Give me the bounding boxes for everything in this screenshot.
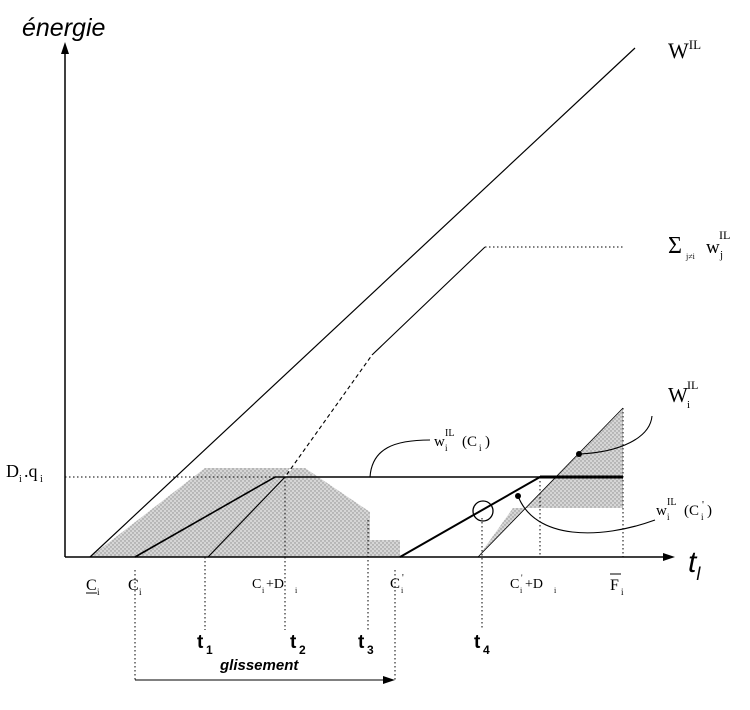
svg-text:w: w	[434, 434, 445, 450]
label-W-total: WIL	[668, 37, 701, 63]
svg-text:1: 1	[206, 643, 213, 657]
tick-C-prime-plus-D: C i ' +D i	[510, 573, 557, 595]
svg-text:': '	[521, 573, 523, 583]
svg-text:j: j	[719, 249, 723, 261]
svg-text:i: i	[667, 512, 670, 522]
svg-text:4: 4	[483, 643, 490, 657]
svg-text:.q: .q	[24, 461, 38, 481]
svg-text:i: i	[19, 474, 22, 485]
svg-text:i: i	[687, 399, 690, 411]
svg-text:IL: IL	[667, 497, 676, 508]
glissement-label: glissement	[219, 657, 299, 674]
svg-text:i: i	[554, 586, 557, 595]
x-axis-label: tl	[688, 546, 701, 584]
svg-text:t: t	[197, 632, 204, 653]
svg-text:C: C	[510, 577, 519, 592]
svg-text:IL: IL	[719, 228, 730, 242]
svg-text:i: i	[295, 586, 298, 595]
svg-text:IL: IL	[445, 428, 454, 439]
label-w-i-Ci: w i IL (C i )	[434, 428, 490, 453]
shaded-region-left	[90, 468, 400, 557]
svg-text:i: i	[520, 586, 523, 595]
svg-text:2: 2	[299, 643, 306, 657]
svg-text:i: i	[262, 586, 265, 595]
tick-dotted-lines	[134, 408, 624, 680]
svg-text:i: i	[701, 512, 704, 522]
svg-text:C: C	[86, 577, 97, 594]
svg-text:t: t	[358, 632, 365, 653]
svg-text:': '	[702, 499, 704, 511]
svg-text:i: i	[479, 443, 482, 453]
svg-text:3: 3	[367, 643, 374, 657]
label-sum-others: Σ j≠i w j IL	[668, 228, 730, 261]
tick-C: C i	[128, 577, 142, 597]
tick-C-plus-D: C i +D i	[252, 577, 298, 595]
svg-text:(C: (C	[462, 434, 477, 450]
label-w-i-Ci-prime: w i IL (C i ' )	[656, 497, 712, 522]
svg-text:+D: +D	[525, 577, 543, 592]
svg-text:j≠i: j≠i	[685, 252, 696, 261]
callout-w-i-Ci	[369, 439, 431, 478]
callout-W-i-dot	[576, 451, 582, 457]
svg-text:t: t	[474, 632, 481, 653]
label-W-i: W i IL	[668, 378, 698, 411]
svg-text:t: t	[290, 632, 297, 653]
svg-text:i: i	[401, 586, 404, 595]
sum-others-line	[207, 246, 486, 558]
w-i-Ci-line	[134, 476, 623, 558]
y-axis-arrow	[61, 42, 69, 54]
svg-text:w: w	[706, 237, 720, 258]
tick-C-under: C i	[86, 577, 100, 597]
svg-text:C: C	[252, 577, 261, 592]
svg-text:i: i	[139, 587, 142, 597]
svg-text:': '	[402, 573, 404, 584]
svg-text:i: i	[97, 587, 100, 597]
svg-text:): )	[485, 434, 490, 450]
svg-text:IL: IL	[687, 378, 698, 392]
tick-F-bar: F i	[610, 573, 624, 597]
svg-text:W: W	[668, 383, 688, 407]
svg-text:(C: (C	[684, 503, 699, 519]
svg-text:D: D	[6, 461, 19, 481]
label-level: D i .q i	[6, 461, 43, 485]
W-total-line	[89, 47, 636, 558]
svg-text:w: w	[656, 503, 667, 519]
t4-circle	[472, 500, 494, 522]
svg-text:): )	[707, 503, 712, 519]
svg-text:C: C	[128, 577, 139, 594]
y-axis-label: énergie	[22, 14, 105, 42]
x-axis-arrow	[663, 553, 675, 561]
svg-text:+D: +D	[266, 577, 284, 592]
W-i-outline	[477, 407, 624, 558]
callout-W-i	[579, 415, 653, 455]
svg-text:i: i	[40, 474, 43, 485]
glissement-arrowhead	[383, 676, 395, 684]
svg-text:Σ: Σ	[668, 233, 682, 259]
svg-text:C: C	[390, 576, 400, 592]
svg-text:F: F	[610, 577, 619, 594]
tick-C-prime: C i '	[390, 573, 404, 595]
callout-w-i-Ci-prime	[517, 495, 656, 534]
svg-text:i: i	[445, 443, 448, 453]
svg-text:i: i	[621, 587, 624, 597]
callout-w-i-Ci-prime-dot	[515, 493, 521, 499]
